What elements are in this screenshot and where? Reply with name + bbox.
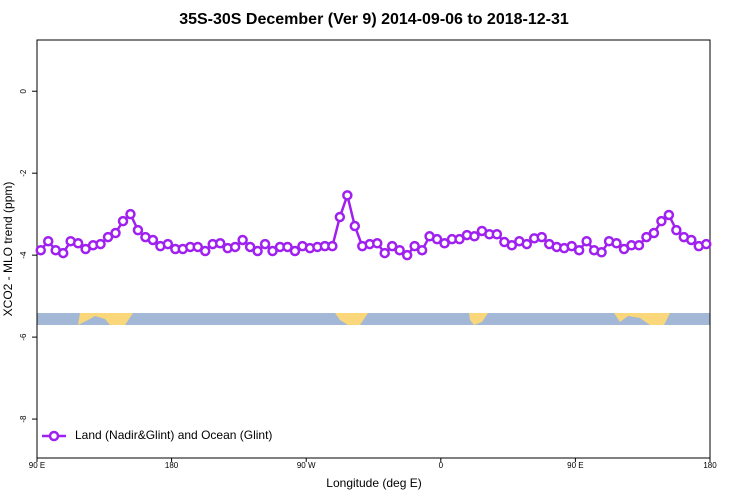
point [162,238,174,250]
point [506,240,518,251]
point [573,244,585,256]
point [491,228,503,240]
point [439,238,450,249]
point [289,245,301,257]
point [431,233,443,245]
point [349,220,361,232]
ocean [37,313,710,325]
x-axis-label: Longitude (deg E) [326,476,421,490]
point [147,234,159,246]
point [663,209,675,221]
point [596,247,607,258]
x-tick-label: 90 E [29,461,45,470]
point [394,244,405,256]
point [701,238,712,250]
plot-frame [36,39,711,459]
land [469,313,488,325]
point [379,247,390,259]
y-tick-label: 0 [19,88,28,93]
point [72,238,84,249]
point [42,235,54,247]
point [125,208,136,220]
point [371,238,383,249]
point [409,240,420,252]
point [57,247,69,259]
point [102,231,114,243]
land-ocean-strip [37,313,710,325]
y-tick-label: -2 [19,169,28,177]
land [614,313,670,325]
x-tick-label: 0 [439,461,444,470]
land [335,313,368,325]
x-tick-label: 180 [703,461,717,470]
point [536,231,547,243]
point [237,234,248,246]
point [401,249,413,261]
point [35,244,46,256]
point [386,240,398,252]
point [282,241,293,253]
x-tick-label: 180 [165,461,179,470]
point [641,231,652,243]
point [648,227,660,239]
y-tick-label: -4 [19,251,28,259]
land [78,313,133,325]
point [95,238,106,250]
point [327,240,338,252]
legend-marker [48,430,60,442]
point [633,240,645,251]
point [334,211,346,223]
point [200,245,211,257]
point [416,244,428,256]
point [229,241,241,253]
x-tick-label: 90 E [567,461,583,470]
point [117,215,129,227]
point [611,238,622,249]
point [192,241,204,253]
legend: Land (Nadir&Glint) and Ocean (Glint) [42,428,272,442]
chart-title: 35S-30S December (Ver 9) 2014-09-06 to 2… [179,11,569,28]
point [132,224,144,236]
point [581,235,592,247]
x-tick-label: 90 W [297,461,316,470]
point [342,190,353,201]
point [656,215,667,227]
point [252,245,263,257]
point [214,238,226,249]
point [566,240,577,252]
point [469,231,480,242]
point [110,227,121,239]
y-tick-label: -8 [19,415,28,423]
point [686,234,697,246]
y-tick-label: -6 [19,333,28,341]
point [671,224,682,236]
point [454,233,465,245]
point [521,238,533,250]
legend-label: Land (Nadir&Glint) and Ocean (Glint) [75,428,272,442]
point [267,245,278,257]
point [244,241,256,253]
y-axis-label: XCO2 - MLO trend (ppm) [1,182,15,317]
point [259,238,271,250]
